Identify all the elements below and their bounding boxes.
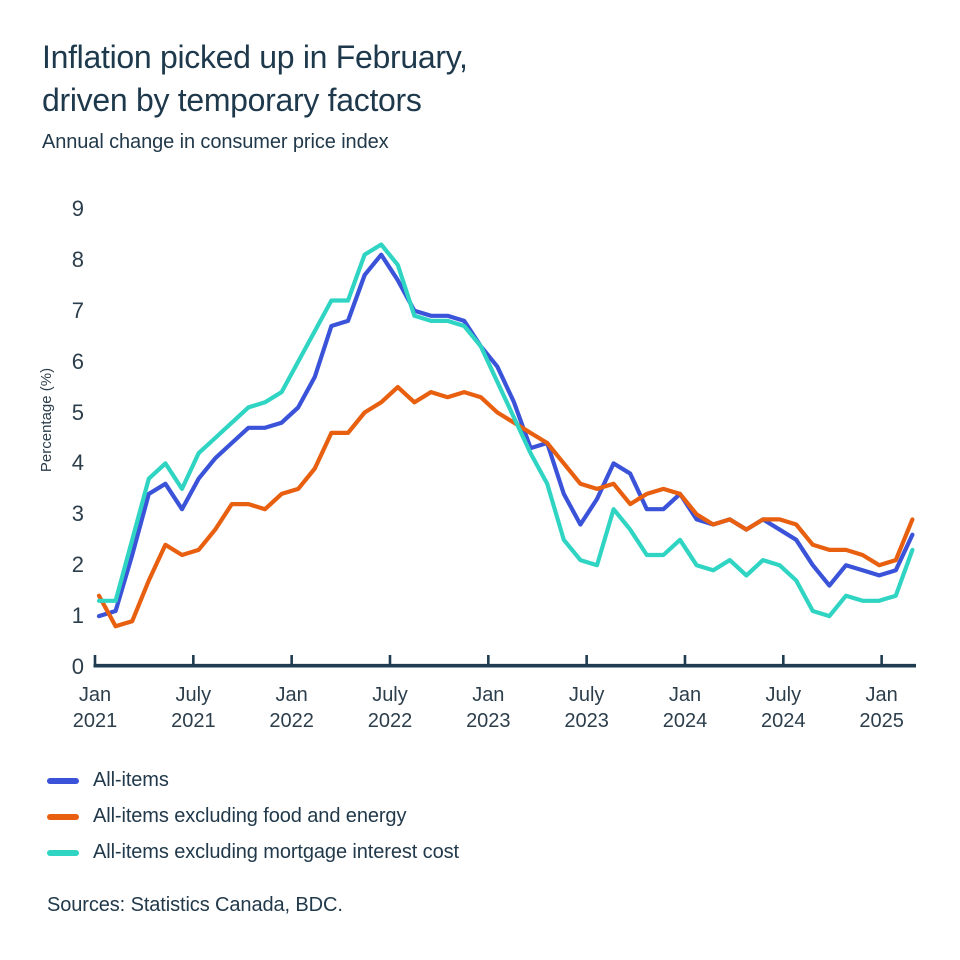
y-tick-label: 6 [71, 348, 84, 374]
y-tick-label: 8 [71, 246, 84, 272]
x-tick-label: July 2023 [537, 682, 637, 734]
x-tick-year: 2023 [564, 710, 609, 732]
legend-item-ex-food-energy: All-items excluding food and energy [47, 805, 459, 828]
x-tick-month: Jan [472, 684, 505, 706]
x-tick-label: Jan 2021 [45, 682, 145, 734]
x-tick-label: Jan 2024 [635, 682, 735, 734]
x-tick-month: Jan [668, 684, 702, 706]
chart-title-line1: Inflation picked up in February, [42, 39, 468, 75]
series-line-1 [96, 385, 915, 629]
x-tick-label: July 2021 [143, 682, 243, 734]
x-tick-month: July [765, 684, 802, 706]
sources-note: Sources: Statistics Canada, BDC. [47, 894, 343, 916]
y-tick-label: 0 [71, 654, 84, 679]
chart-legend: All-items All-items excluding food and e… [47, 769, 459, 877]
y-tick-label: 7 [71, 297, 84, 323]
x-tick-label: July 2024 [733, 682, 833, 734]
x-tick-year: 2022 [269, 710, 314, 732]
y-tick-label: 1 [71, 603, 84, 629]
x-tick-label: Jan 2022 [242, 682, 342, 734]
legend-swatch-ex-mortgage [47, 849, 79, 856]
x-tick-month: Jan [865, 684, 898, 706]
x-tick-label: Jan 2023 [438, 682, 538, 734]
y-tick-label: 4 [71, 450, 84, 476]
x-tick-year: 2025 [859, 710, 904, 732]
legend-label-all-items: All-items [93, 769, 169, 791]
x-tick-year: 2023 [466, 710, 511, 732]
x-tick-month: July [372, 684, 408, 706]
legend-label-ex-food-energy: All-items excluding food and energy [93, 805, 407, 827]
x-tick-year: 2024 [662, 710, 708, 732]
x-tick-year: 2021 [72, 710, 118, 732]
legend-swatch-ex-food-energy [47, 813, 79, 820]
chart-title: Inflation picked up in February, driven … [42, 36, 662, 122]
x-tick-month: July [568, 684, 605, 706]
chart-subtitle: Annual change in consumer price index [42, 131, 389, 153]
x-tick-month: July [175, 684, 212, 706]
x-tick-year: 2024 [761, 710, 806, 732]
legend-item-all-items: All-items [47, 769, 459, 792]
x-tick-label: Jan 2025 [832, 682, 932, 734]
x-tick-year: 2022 [367, 710, 413, 732]
series-line-2 [96, 242, 915, 619]
chart-title-line2: driven by temporary factors [42, 82, 422, 118]
x-tick-year: 2021 [171, 710, 216, 732]
legend-item-ex-mortgage: All-items excluding mortgage interest co… [47, 841, 459, 864]
x-tick-month: Jan [275, 684, 308, 706]
y-tick-label: 3 [71, 501, 84, 527]
x-tick-month: Jan [78, 684, 112, 706]
legend-label-ex-mortgage: All-items excluding mortgage interest co… [93, 841, 459, 863]
x-tick-label: July 2022 [340, 682, 440, 734]
y-tick-label: 2 [71, 552, 84, 578]
y-tick-label: 5 [71, 399, 84, 425]
y-tick-label: 9 [71, 195, 84, 221]
legend-swatch-all-items [47, 777, 79, 784]
series-line-0 [96, 252, 915, 619]
